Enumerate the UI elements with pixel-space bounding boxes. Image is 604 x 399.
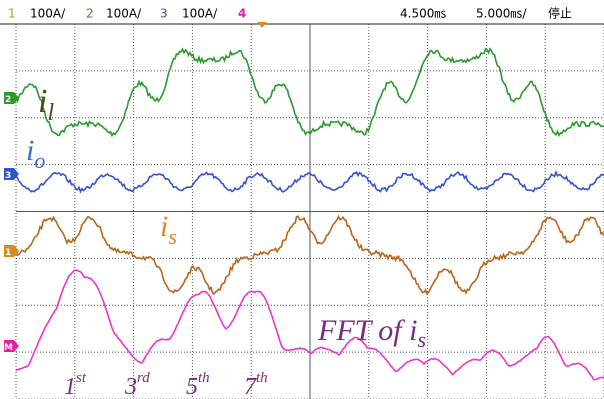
harmonic-label: 1st	[64, 370, 87, 399]
trigger-delay: 4.500㎳	[400, 7, 446, 21]
svg-text:2: 2	[5, 95, 11, 105]
trace-label: io	[26, 134, 45, 173]
harmonic-label: 3rd	[124, 370, 150, 399]
harmonic-label: 7th	[244, 370, 268, 399]
oscilloscope-screen: 1 100A/ 2 100A/ 3 100A/ 4 4.500㎳ 5.000㎳/…	[0, 0, 604, 399]
page: {"header": {"ch1": "1", "ch1_scale": "10…	[0, 0, 604, 399]
svg-text:3: 3	[5, 171, 11, 181]
trace-label: is	[160, 210, 177, 249]
channel-2-scale: 100A/	[106, 7, 142, 21]
harmonic-label: 5th	[186, 370, 210, 399]
harmonic-labels: 1st 3rd 5th 7th	[64, 370, 268, 399]
svg-text:M: M	[4, 343, 13, 353]
timebase: 5.000㎳/	[476, 7, 527, 21]
channel-3-scale: 100A/	[182, 7, 218, 21]
channel-1: 1	[8, 7, 16, 21]
run-status: 停止	[548, 6, 572, 21]
channel-3: 3	[160, 7, 168, 21]
grid	[0, 24, 604, 399]
channel-1-scale: 100A/	[30, 7, 66, 21]
channel-4: 4	[238, 7, 246, 21]
channel-2: 2	[86, 7, 94, 21]
svg-text:1: 1	[5, 248, 11, 258]
trigger-marker	[257, 22, 267, 28]
trace-label: il	[38, 83, 54, 126]
channel-markers: 2 3 1 M	[4, 92, 19, 353]
fft-label: FFT of is	[317, 314, 426, 352]
